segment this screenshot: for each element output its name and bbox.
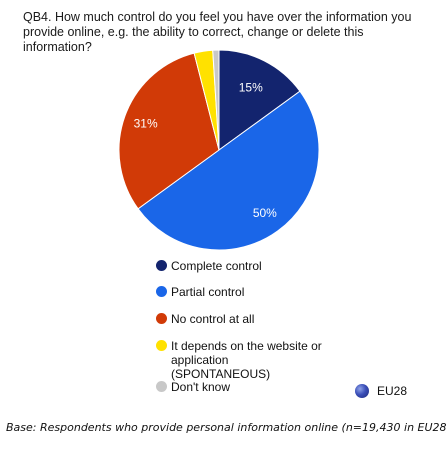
legend-swatch xyxy=(156,313,167,324)
legend-swatch xyxy=(156,260,167,271)
legend-label: Partial control xyxy=(171,285,245,299)
legend-label: No control at all xyxy=(171,312,255,326)
pie-slice-don-t-know xyxy=(212,49,220,151)
legend-item-partial-control: Partial control xyxy=(156,285,244,299)
legend-item-no-control: No control at all xyxy=(156,312,254,326)
eu28-label: EU28 xyxy=(377,384,408,398)
pie-slice-no-control-at-all xyxy=(118,52,220,210)
legend-swatch xyxy=(156,286,167,297)
pie-chart: 15% 50% 31% xyxy=(118,49,320,251)
legend-label: Complete control xyxy=(171,259,262,273)
legend-label: It depends on the website or application… xyxy=(171,339,322,381)
pie-slice-partial-control xyxy=(137,90,320,251)
base-note: Base: Respondents who provide personal i… xyxy=(6,421,446,434)
legend-item-dont-know: Don't know xyxy=(156,380,230,394)
eu28-badge: EU28 xyxy=(355,384,407,398)
pie-label-no-control-at-all: 31% xyxy=(134,117,158,131)
legend-item-it-depends: It depends on the website or application… xyxy=(156,339,326,381)
question-text: QB4. How much control do you feel you ha… xyxy=(23,10,412,54)
legend-swatch xyxy=(156,381,167,392)
legend-item-complete-control: Complete control xyxy=(156,259,262,273)
pie-label-partial-control: 50% xyxy=(253,206,277,220)
legend-swatch xyxy=(156,340,167,351)
pie-label-complete-control: 15% xyxy=(239,81,263,95)
eu-globe-icon xyxy=(355,384,369,398)
legend-label: Don't know xyxy=(171,380,230,394)
pie-slice-complete-control xyxy=(218,49,301,151)
